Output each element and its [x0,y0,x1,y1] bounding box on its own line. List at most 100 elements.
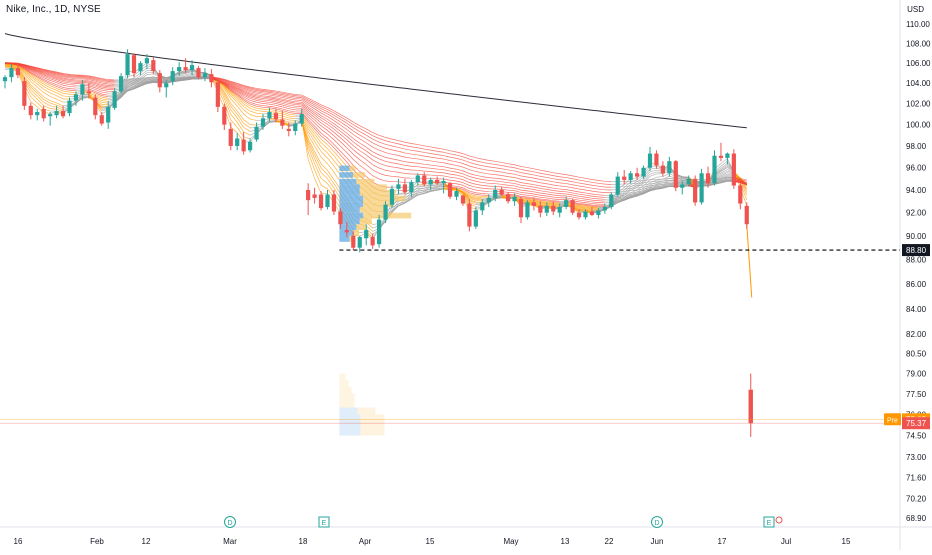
candles[interactable] [3,49,753,437]
candle[interactable] [571,199,575,215]
candle[interactable] [519,197,523,223]
ribbon-segment [315,115,321,120]
candle[interactable] [461,194,465,205]
candle[interactable] [22,77,26,110]
ribbon-segment [102,86,108,87]
ribbon-segment [469,159,475,161]
candle-body [674,161,678,188]
ribbon-segment [592,185,598,186]
candle[interactable] [712,150,716,185]
candle[interactable] [203,68,207,81]
candle[interactable] [319,191,323,210]
candle[interactable] [222,104,226,130]
candle[interactable] [332,190,336,215]
candle[interactable] [448,182,452,199]
level-label[interactable]: 88.80 [906,246,927,255]
candle[interactable] [500,187,504,196]
candle[interactable] [42,106,46,122]
ribbon-segment [82,82,88,83]
candle-body [93,98,97,116]
candle[interactable] [313,188,317,204]
ribbon-segment [431,153,437,154]
candle[interactable] [132,53,136,77]
candle-body [377,220,381,245]
alert-icon[interactable] [776,517,782,523]
candle[interactable] [480,199,484,215]
candle[interactable] [93,94,97,119]
candle[interactable] [113,88,117,110]
candle[interactable] [667,157,671,177]
ribbon-segment [263,102,269,103]
vp-bar-up [339,172,353,178]
candle[interactable] [48,112,52,126]
candle[interactable] [254,123,258,142]
candle[interactable] [467,199,471,231]
candle[interactable] [229,123,233,151]
ribbon-segment [257,108,263,109]
candle[interactable] [622,170,626,184]
candle[interactable] [67,98,71,117]
ribbon-segment [269,104,275,105]
candle[interactable] [216,78,220,112]
candle[interactable] [403,179,407,195]
candle[interactable] [732,149,736,189]
candle[interactable] [35,109,39,121]
ribbon-segment [650,181,656,182]
candle[interactable] [700,169,704,205]
event-label: D [227,520,232,527]
candle[interactable] [293,120,297,135]
ribbon-segment [450,157,456,158]
candle[interactable] [693,175,697,205]
candle[interactable] [641,166,645,179]
candle[interactable] [525,200,529,219]
candle[interactable] [209,69,213,87]
ribbon-segment [95,94,101,97]
price-axis[interactable]: 110.00108.00106.00104.00102.00100.0098.0… [884,20,931,523]
ribbon-segment [392,176,398,177]
candle[interactable] [138,61,142,75]
candle[interactable] [648,147,652,171]
ribbon-segment [663,183,669,184]
dividend-marker[interactable]: D [652,517,663,528]
last-price-label[interactable]: 75.37 [906,419,927,428]
candle[interactable] [242,132,246,155]
candle[interactable] [738,183,742,209]
earnings-marker[interactable]: E [319,517,329,527]
ribbon-segment [244,104,250,108]
ribbon-segment [50,106,56,108]
candle[interactable] [325,190,329,209]
premarket-candle[interactable] [749,374,753,437]
candle[interactable] [29,103,33,120]
candle[interactable] [3,75,7,88]
candle[interactable] [306,183,310,215]
dividend-marker[interactable]: D [225,517,236,528]
currency-label[interactable]: USD [907,5,924,14]
candle[interactable] [100,112,104,126]
candle[interactable] [616,172,620,197]
candle[interactable] [377,215,381,248]
ribbon-segment [269,90,275,91]
candle[interactable] [674,160,678,191]
ribbon-segment [566,187,572,188]
candle[interactable] [235,133,239,150]
ribbon-segment [289,107,295,108]
ribbon-segment [650,183,656,184]
candle[interactable] [719,143,723,161]
candle[interactable] [609,192,613,209]
candle[interactable] [416,173,420,185]
ribbon-segment [418,155,424,156]
candle[interactable] [661,161,665,176]
candle[interactable] [119,73,123,93]
candle[interactable] [158,70,162,92]
ribbon-segment [289,96,295,97]
symbol-title[interactable]: Nike, Inc., 1D, NYSE [6,4,101,15]
earnings-marker[interactable]: E [764,517,774,527]
candle[interactable] [603,204,607,214]
candle[interactable] [745,202,749,228]
candle[interactable] [564,197,568,210]
candle[interactable] [396,179,400,195]
